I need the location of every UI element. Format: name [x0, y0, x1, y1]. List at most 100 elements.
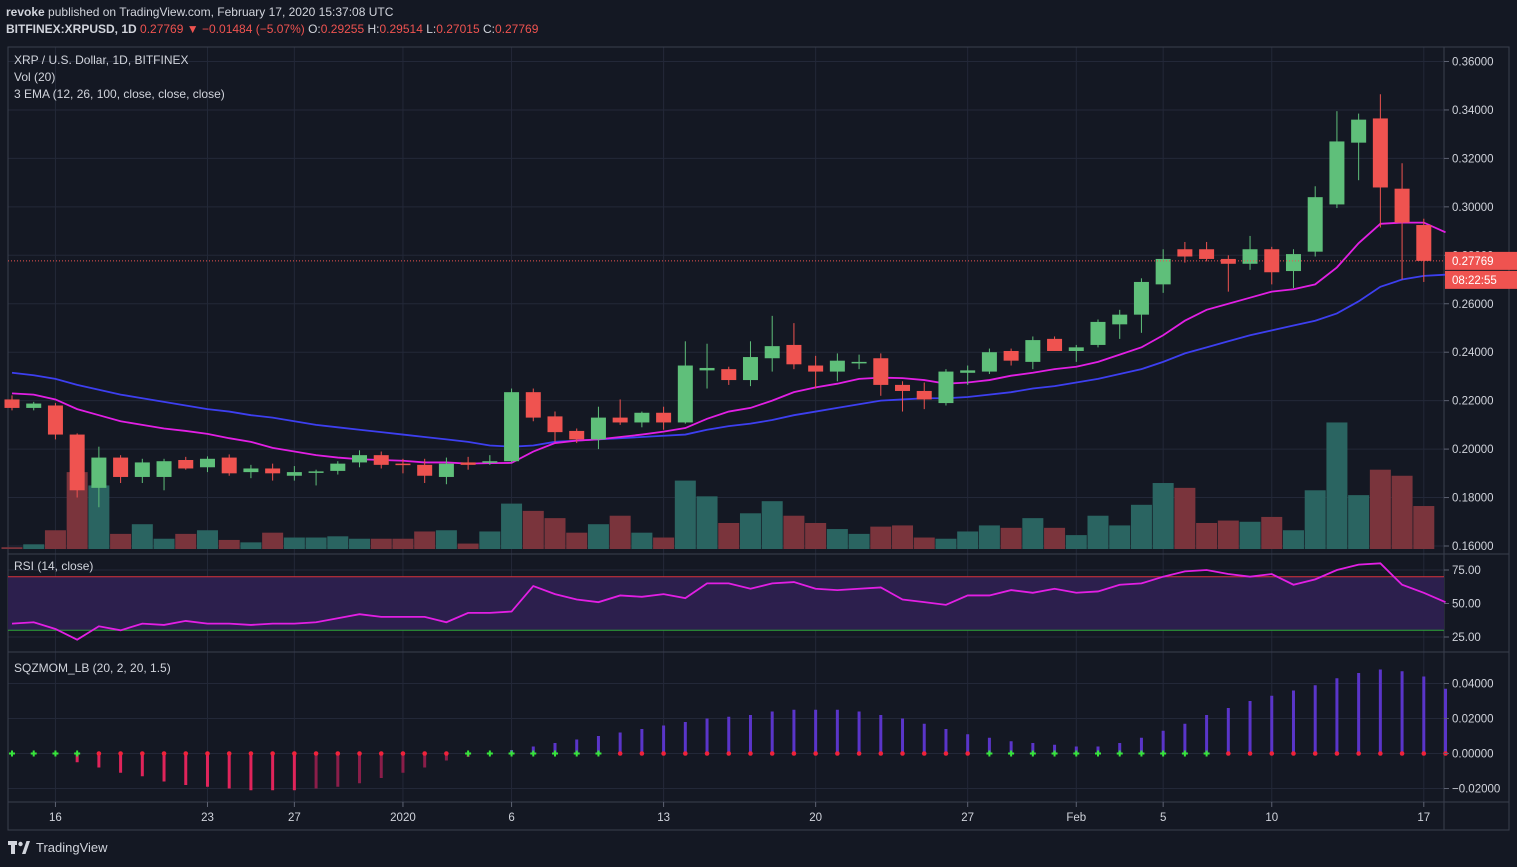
volume-bar [392, 538, 414, 549]
volume-bar [761, 501, 783, 549]
volume-bar [218, 539, 240, 549]
sqz-dot-red [661, 751, 666, 756]
tradingview-footer[interactable]: TradingView [8, 840, 108, 855]
candle-body [69, 434, 85, 491]
candle-body [590, 417, 606, 440]
volume-bar [1174, 487, 1196, 549]
last-price: 0.27769 [140, 22, 184, 36]
grid-lines [8, 47, 1444, 802]
volume-bar [609, 515, 631, 549]
candle-body [851, 361, 867, 364]
candle-body [352, 455, 368, 463]
candle-body [612, 417, 628, 423]
sqz-dot-red [205, 751, 210, 756]
sqz-dot-red [444, 751, 449, 756]
y-tick-label: 0.22000 [1452, 396, 1494, 408]
candle-body [1220, 258, 1236, 264]
candle-body [134, 462, 150, 477]
sqz-dot-red [378, 751, 384, 756]
ema-legend[interactable]: 3 EMA (12, 26, 100, close, close, close) [14, 87, 225, 101]
volume-bar [88, 485, 110, 549]
candle-body [1090, 321, 1106, 345]
main-legend[interactable]: XRP / U.S. Dollar, 1D, BITFINEX [14, 53, 189, 67]
candle-body [699, 367, 715, 371]
candle-body [1003, 350, 1019, 361]
close-label: C: [482, 22, 495, 36]
sqz-dot-red [1399, 751, 1405, 756]
candle-body [417, 464, 433, 476]
rsi-tick-label: 75.00 [1452, 565, 1481, 577]
volume-bar [826, 529, 848, 549]
volume-bar [870, 526, 892, 549]
rsi-legend[interactable]: RSI (14, close) [14, 559, 94, 573]
candle-body [1155, 258, 1171, 285]
x-tick-label: 13 [657, 812, 670, 824]
volume-bar [566, 532, 588, 549]
sqz-dot-red [617, 751, 623, 756]
x-tick-label: Feb [1066, 812, 1086, 824]
publish-info: revoke published on TradingView.com, Feb… [6, 5, 393, 19]
volume-bar [283, 537, 305, 549]
x-tick-label: 20 [809, 812, 822, 824]
volume-bar [957, 531, 979, 549]
candle-body [1416, 225, 1432, 261]
candle-body [1351, 119, 1367, 143]
volume-bar [479, 531, 501, 549]
volume-bar [935, 538, 957, 549]
candle-body [460, 462, 476, 465]
sqz-dot-red [769, 751, 775, 756]
ema-12-line [11, 221, 1446, 465]
ema-26-line [11, 273, 1446, 448]
volume-bar [913, 537, 935, 549]
volume-bar [1282, 530, 1304, 549]
y-tick-label: 0.20000 [1452, 444, 1494, 456]
y-tick-label: 0.36000 [1452, 57, 1494, 69]
candle-body [504, 392, 520, 462]
candle-body [395, 463, 411, 466]
volume-legend[interactable]: Vol (20) [14, 70, 56, 84]
candle-body [873, 358, 889, 385]
sqz-dot-red [813, 751, 818, 756]
volume-bar [805, 522, 827, 549]
candle-body [178, 460, 194, 469]
candle-body [721, 369, 737, 381]
sqz-dot-red [1269, 751, 1275, 756]
volume-bar [501, 503, 523, 549]
volume-bar [1391, 475, 1413, 549]
volume-bar [1239, 521, 1261, 549]
candle-body [960, 370, 976, 373]
sqz-dot-red [183, 751, 189, 756]
candle-body [1047, 338, 1063, 351]
published-text: published on TradingView.com, February 1… [48, 5, 394, 19]
volume-bar [131, 524, 153, 549]
volume-bar [1044, 527, 1066, 549]
volume-bar [1261, 516, 1283, 549]
volume-bar [414, 531, 436, 549]
sqz-dot-red [1291, 751, 1296, 756]
sqz-legend[interactable]: SQZMOM_LB (20, 2, 20, 1.5) [14, 661, 171, 675]
sqz-dot-red [943, 751, 949, 756]
sqz-dot-red [704, 751, 710, 756]
author-name[interactable]: revoke [6, 5, 45, 19]
sqz-dot-red [118, 751, 123, 756]
candle-body [895, 384, 911, 391]
y-tick-label: 0.32000 [1452, 153, 1494, 165]
candlestick-series [4, 94, 1432, 508]
sqz-dot-green [986, 750, 993, 757]
sqz-dot-red [1247, 751, 1253, 756]
volume-bar [23, 544, 45, 549]
sqz-dot-red [748, 751, 753, 756]
sqz-tick-label: 0.00000 [1452, 749, 1494, 761]
candle-body [981, 352, 997, 372]
sqz-dot-green [1073, 750, 1080, 757]
candle-body [829, 360, 845, 372]
sqz-dot-red [683, 751, 688, 756]
sqz-dot-red [248, 751, 254, 756]
volume-bar [262, 532, 284, 549]
sqz-dot-red [726, 751, 732, 756]
volume-bar [240, 542, 262, 549]
volume-series [1, 422, 1435, 549]
rsi-tick-label: 50.00 [1452, 599, 1481, 611]
sqz-dot-red [161, 751, 167, 756]
